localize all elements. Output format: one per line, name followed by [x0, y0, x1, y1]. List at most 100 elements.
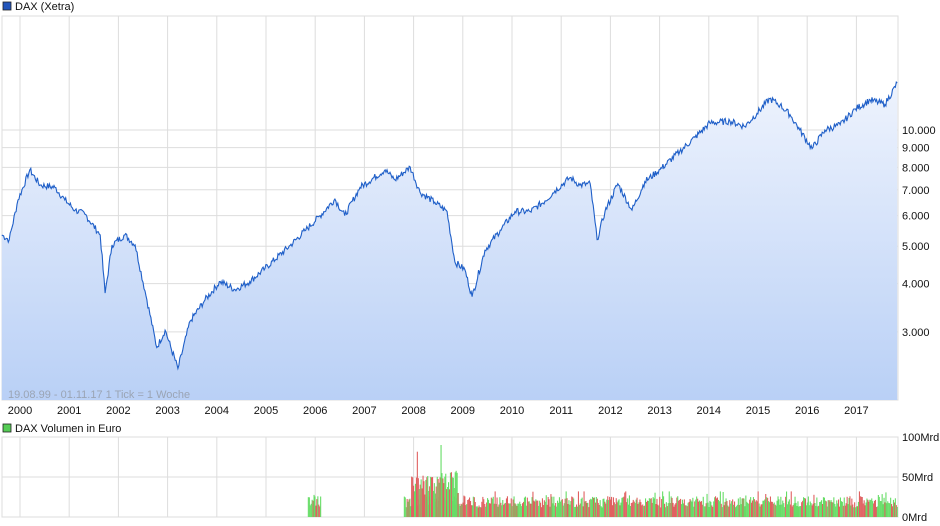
volume-bar [488, 503, 490, 517]
volume-bar [593, 497, 595, 517]
volume-bar [416, 451, 418, 517]
volume-bar [827, 500, 829, 517]
volume-bars [307, 445, 898, 517]
volume-bar [662, 491, 664, 517]
volume-bar [850, 505, 852, 517]
volume-bar [540, 502, 542, 517]
volume-bar [558, 502, 560, 517]
x-tick-label: 2003 [155, 405, 179, 417]
volume-bar [804, 498, 806, 517]
volume-bar [665, 502, 667, 517]
volume-bar [451, 477, 453, 517]
volume-bar [678, 500, 680, 517]
volume-bar [424, 494, 426, 517]
volume-bar [744, 506, 746, 517]
volume-bar [762, 500, 764, 517]
volume-bar [663, 496, 665, 517]
volume-bar [475, 506, 477, 517]
volume-bar [673, 506, 675, 517]
volume-bar [745, 495, 747, 517]
volume-bar [409, 498, 411, 517]
volume-bar [803, 497, 805, 517]
volume-bar [538, 505, 540, 517]
volume-bar [501, 505, 503, 517]
volume-bar [754, 501, 756, 517]
volume-bar [414, 483, 416, 517]
volume-bar [867, 499, 869, 517]
volume-bar [869, 499, 871, 517]
volume-bar [829, 501, 831, 517]
volume-bar [406, 499, 408, 517]
volume-bar [863, 500, 865, 517]
volume-bar [576, 506, 578, 517]
volume-bar [746, 501, 748, 517]
volume-bar [680, 498, 682, 517]
volume-bar [466, 504, 468, 517]
volume-bar [628, 495, 630, 517]
volume-bar [636, 497, 638, 517]
volume-bar [730, 503, 732, 517]
volume-bar [470, 501, 472, 517]
volume-bar [316, 499, 318, 517]
volume-bar [713, 501, 715, 517]
volume-bar [615, 498, 617, 517]
volume-bar [809, 501, 811, 517]
volume-bar [787, 504, 789, 517]
volume-bar [541, 498, 543, 517]
volume-bar [877, 495, 879, 517]
volume-bar [764, 499, 766, 517]
volume-bar [454, 472, 456, 517]
volume-bar [616, 502, 618, 517]
volume-bar [507, 503, 509, 517]
volume-bar [307, 497, 309, 517]
volume-bar [679, 499, 681, 517]
x-tick-label: 2015 [746, 405, 770, 417]
volume-bar [413, 485, 415, 517]
volume-bar [439, 477, 441, 517]
volume-bar [784, 507, 786, 517]
volume-bar [892, 506, 894, 517]
volume-bar [820, 501, 822, 517]
volume-bar [699, 500, 701, 517]
volume-bar [535, 499, 537, 517]
volume-tick-label: 50Mrd [902, 472, 933, 484]
volume-bar [667, 503, 669, 517]
volume-bar [572, 497, 574, 517]
volume-bar [729, 500, 731, 517]
volume-bar [857, 501, 859, 517]
volume-bar [777, 496, 779, 517]
volume-bar [515, 504, 517, 517]
volume-bar [313, 494, 315, 517]
volume-bar [825, 501, 827, 517]
volume-bar [651, 502, 653, 517]
y-tick-label: 4.000 [902, 279, 930, 291]
volume-bar [710, 501, 712, 517]
volume-bar [766, 497, 768, 517]
volume-bar [502, 500, 504, 517]
volume-bar [861, 497, 863, 517]
volume-bar [686, 506, 688, 517]
volume-bar [554, 505, 556, 517]
volume-bar [414, 491, 416, 517]
volume-bar [689, 499, 691, 517]
volume-bar [734, 507, 736, 517]
volume-bar [587, 502, 589, 517]
volume-bar [447, 487, 449, 517]
volume-bar [426, 477, 428, 517]
volume-bar [487, 498, 489, 517]
volume-bar [856, 506, 858, 517]
volume-bar [594, 502, 596, 517]
volume-bar [606, 499, 608, 517]
volume-bar [523, 501, 525, 517]
volume-bar [529, 503, 531, 517]
volume-bar [865, 502, 867, 517]
volume-bar [491, 498, 493, 517]
volume-bar [578, 505, 580, 517]
volume-legend-label: DAX Volumen in Euro [15, 423, 121, 435]
volume-bar [623, 496, 625, 517]
y-tick-label: 9.000 [902, 143, 930, 155]
volume-bar [545, 495, 547, 517]
volume-bar [773, 502, 775, 517]
volume-bar [872, 501, 874, 517]
volume-bar [774, 504, 776, 517]
